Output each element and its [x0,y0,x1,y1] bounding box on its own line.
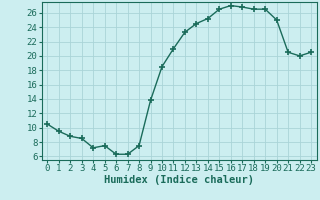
X-axis label: Humidex (Indice chaleur): Humidex (Indice chaleur) [104,175,254,185]
